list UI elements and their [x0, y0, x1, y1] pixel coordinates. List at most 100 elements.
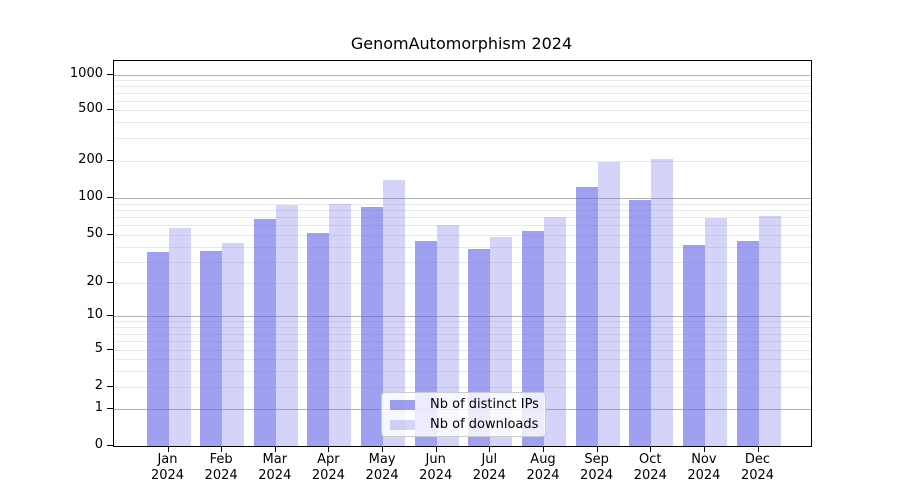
- bar-downloads-apr: [329, 204, 352, 446]
- legend-swatch-ips: [390, 399, 415, 410]
- x-tick-mark: [543, 446, 544, 452]
- bar-ips-mar: [253, 219, 276, 446]
- x-tick-mark: [596, 446, 598, 452]
- minor-gridline: [114, 283, 811, 284]
- bar-downloads-sep: [597, 162, 620, 446]
- x-tick-mark: [435, 446, 437, 452]
- minor-gridline: [114, 359, 811, 360]
- chart-title: GenomAutomorphism 2024: [350, 34, 573, 53]
- minor-gridline: [114, 246, 811, 248]
- major-gridline: [114, 75, 811, 76]
- minor-gridline: [114, 86, 811, 88]
- minor-gridline: [114, 138, 811, 140]
- minor-gridline: [114, 80, 811, 82]
- x-tick-mark: [221, 446, 223, 452]
- minor-gridline: [114, 235, 811, 236]
- bar-downloads-aug: [544, 217, 566, 446]
- y-tick-mark: [107, 197, 113, 198]
- x-tick-label: Nov 2024: [687, 452, 721, 483]
- y-tick-label: 0: [94, 437, 103, 452]
- bar-downloads-may: [383, 180, 406, 446]
- major-gridline: [114, 198, 811, 199]
- y-tick-label: 1: [94, 400, 103, 415]
- bar-downloads-jun: [436, 225, 459, 446]
- legend: Nb of distinct IPs Nb of downloads: [381, 392, 546, 437]
- bar-downloads-dec: [758, 216, 781, 446]
- x-tick-mark: [489, 446, 491, 452]
- legend-row: Nb of downloads: [382, 417, 545, 433]
- x-tick-label: Jan 2024: [150, 452, 185, 483]
- x-tick-label: Apr 2024: [311, 452, 345, 483]
- y-tick-mark: [107, 315, 113, 316]
- bar-ips-dec: [736, 240, 759, 446]
- x-tick-mark: [757, 446, 759, 452]
- legend-row: Nb of distinct IPs: [382, 397, 545, 413]
- minor-gridline: [114, 261, 811, 263]
- bar-ips-oct: [629, 200, 652, 446]
- y-tick-label: 20: [86, 274, 103, 289]
- y-tick-label: 50: [86, 226, 103, 241]
- minor-gridline: [114, 100, 811, 102]
- minor-gridline: [114, 93, 811, 94]
- minor-gridline: [114, 225, 811, 227]
- bar-downloads-jan: [168, 228, 191, 446]
- y-tick-mark: [107, 74, 113, 75]
- y-tick-mark: [107, 109, 113, 110]
- x-tick-mark: [167, 446, 169, 452]
- bar-downloads-mar: [275, 205, 298, 446]
- minor-gridline: [114, 122, 811, 124]
- legend-label: Nb of downloads: [430, 417, 539, 432]
- y-tick-mark: [107, 445, 113, 446]
- y-tick-label: 200: [78, 152, 103, 167]
- bar-ips-apr: [307, 232, 330, 446]
- bar-downloads-nov: [704, 217, 727, 446]
- y-tick-label: 5: [94, 341, 103, 356]
- major-gridline: [114, 316, 811, 317]
- x-tick-label: Dec 2024: [740, 452, 775, 483]
- x-tick-label: Feb 2024: [204, 452, 238, 483]
- x-tick-label: Oct 2024: [633, 452, 667, 483]
- y-tick-label: 10: [86, 307, 103, 322]
- legend-swatch-downloads: [390, 419, 415, 430]
- x-tick-mark: [650, 446, 652, 452]
- x-tick-mark: [274, 446, 276, 452]
- x-tick-label: Mar 2024: [258, 452, 292, 483]
- x-tick-label: Jun 2024: [419, 452, 453, 483]
- plot-area: Nb of distinct IPs Nb of downloads: [113, 60, 812, 447]
- y-tick-label: 2: [94, 378, 103, 393]
- minor-gridline: [114, 203, 811, 205]
- y-tick-label: 1000: [69, 66, 103, 81]
- x-tick-mark: [382, 446, 384, 452]
- bar-ips-feb: [200, 250, 223, 446]
- minor-gridline: [114, 341, 811, 343]
- y-tick-mark: [107, 386, 113, 387]
- x-tick-mark: [328, 446, 330, 452]
- x-tick-label: May 2024: [365, 452, 399, 483]
- bar-ips-nov: [682, 245, 705, 446]
- x-tick-label: Jul 2024: [472, 452, 506, 483]
- x-tick-label: Aug 2024: [526, 452, 560, 483]
- x-tick-label: Sep 2024: [580, 452, 614, 483]
- minor-gridline: [114, 321, 811, 323]
- y-tick-mark: [107, 282, 113, 283]
- y-tick-mark: [107, 160, 113, 161]
- bar-ips-jan: [146, 252, 169, 446]
- y-tick-mark: [107, 349, 113, 350]
- minor-gridline: [114, 326, 811, 328]
- legend-label: Nb of distinct IPs: [430, 397, 539, 412]
- bar-ips-may: [361, 206, 384, 446]
- minor-gridline: [114, 387, 811, 388]
- minor-gridline: [114, 110, 811, 111]
- minor-gridline: [114, 217, 811, 218]
- x-tick-mark: [703, 446, 705, 452]
- bar-downloads-feb: [222, 242, 245, 446]
- minor-gridline: [114, 350, 811, 351]
- y-tick-label: 500: [78, 101, 103, 116]
- bar-downloads-oct: [651, 159, 674, 446]
- y-tick-mark: [107, 408, 113, 409]
- minor-gridline: [114, 370, 811, 372]
- y-tick-mark: [107, 234, 113, 235]
- minor-gridline: [114, 161, 811, 162]
- bar-ips-sep: [575, 186, 598, 446]
